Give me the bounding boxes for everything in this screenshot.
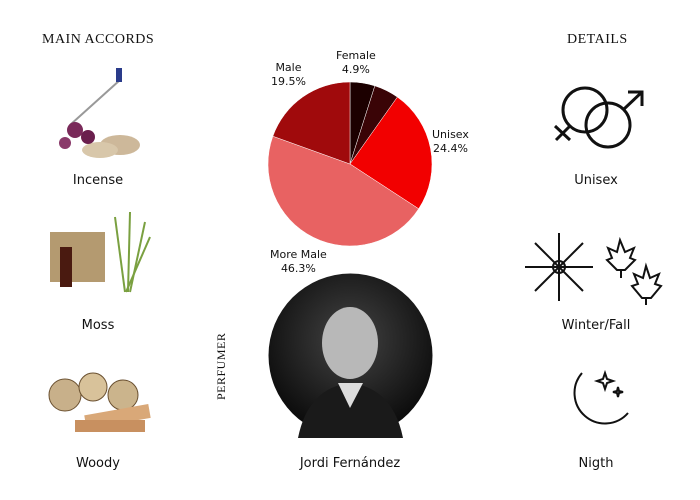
pie-label-more-male: More Male 46.3%	[270, 248, 327, 275]
details-heading: DETAILS	[567, 32, 628, 47]
gender-symbols-icon	[553, 86, 644, 149]
moon-stars-icon	[573, 369, 629, 425]
perfumer-heading: PERFUMER	[214, 332, 228, 400]
pie-chart	[267, 81, 433, 247]
pie-slice-more-male	[267, 135, 420, 247]
main-accords-heading: MAIN ACCORDS	[42, 32, 155, 47]
woody-image	[48, 372, 151, 432]
detail-season-label: Winter/Fall	[561, 318, 631, 333]
pie-label-male: Male 19.5%	[271, 61, 306, 88]
pie-label-female: Female 4.9%	[336, 49, 376, 76]
detail-time-label: Nigth	[578, 456, 614, 471]
incense-image	[59, 68, 140, 158]
pie-slice-unisex	[349, 96, 433, 210]
perfumer-photo	[268, 273, 433, 438]
detail-unisex-label: Unisex	[574, 173, 618, 188]
snowflake-leaves-icon	[525, 233, 663, 305]
moss-image	[50, 212, 151, 293]
perfumer-name: Jordi Fernández	[299, 456, 401, 471]
accord-moss-label: Moss	[81, 318, 115, 333]
accord-incense-label: Incense	[72, 173, 124, 188]
pie-slice-male	[272, 81, 351, 165]
accord-woody-label: Woody	[76, 456, 120, 471]
pie-label-unisex: Unisex 24.4%	[432, 128, 469, 155]
